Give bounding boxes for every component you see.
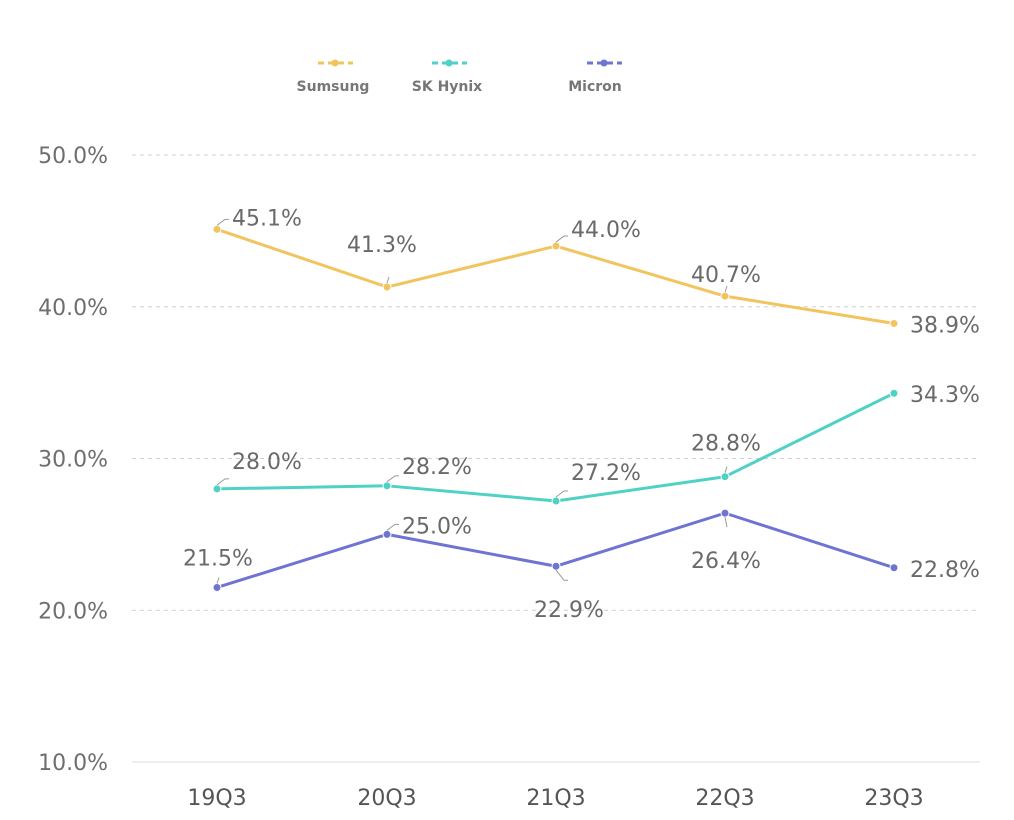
data-point[interactable] bbox=[212, 484, 222, 494]
legend-marker bbox=[600, 59, 608, 67]
y-tick-label: 50.0% bbox=[38, 144, 108, 169]
data-point[interactable] bbox=[720, 291, 730, 301]
data-label: 21.5% bbox=[183, 546, 253, 571]
data-point[interactable] bbox=[212, 582, 222, 592]
grid-layer bbox=[132, 154, 980, 763]
data-label: 28.0% bbox=[232, 450, 302, 475]
data-point[interactable] bbox=[551, 561, 561, 571]
data-point[interactable] bbox=[382, 529, 392, 539]
data-point[interactable] bbox=[382, 282, 392, 292]
data-point[interactable] bbox=[382, 481, 392, 491]
legend[interactable]: Sumsung SK Hynix Micron bbox=[297, 59, 622, 96]
legend-item[interactable]: Micron bbox=[568, 59, 622, 96]
x-tick-label: 20Q3 bbox=[357, 786, 416, 811]
data-label: 38.9% bbox=[910, 313, 980, 338]
data-label: 45.1% bbox=[232, 206, 302, 231]
label-leader bbox=[555, 490, 568, 498]
x-tick-label: 21Q3 bbox=[526, 786, 585, 811]
data-label: 28.2% bbox=[402, 455, 472, 480]
label-leader bbox=[216, 577, 220, 584]
legend-label: SK Hynix bbox=[412, 79, 482, 95]
x-axis: 19Q3 20Q3 21Q3 22Q3 23Q3 bbox=[187, 786, 923, 811]
label-leader bbox=[724, 517, 728, 528]
data-point[interactable] bbox=[889, 563, 899, 573]
data-label: 26.4% bbox=[691, 549, 761, 574]
data-label: 34.3% bbox=[910, 383, 980, 408]
series-line bbox=[216, 511, 895, 589]
data-point[interactable] bbox=[551, 241, 561, 251]
data-label: 28.8% bbox=[691, 432, 761, 457]
y-tick-label: 10.0% bbox=[38, 751, 108, 776]
legend-item[interactable]: Sumsung bbox=[297, 59, 370, 96]
data-point[interactable] bbox=[720, 508, 730, 518]
data-label: 25.0% bbox=[402, 514, 472, 539]
label-leader bbox=[386, 276, 390, 284]
data-point[interactable] bbox=[551, 496, 561, 506]
label-leader bbox=[724, 466, 728, 473]
data-label: 44.0% bbox=[571, 218, 641, 243]
data-point[interactable] bbox=[720, 472, 730, 482]
data-label: 40.7% bbox=[691, 263, 761, 288]
legend-marker bbox=[445, 59, 453, 67]
label-leader bbox=[724, 285, 728, 293]
x-tick-label: 22Q3 bbox=[695, 786, 754, 811]
label-leader bbox=[216, 478, 229, 486]
data-label: 22.9% bbox=[534, 598, 604, 623]
y-tick-label: 30.0% bbox=[38, 448, 108, 473]
legend-label: Sumsung bbox=[297, 79, 370, 95]
data-label: 22.8% bbox=[910, 558, 980, 583]
legend-label: Micron bbox=[568, 79, 622, 95]
x-tick-label: 19Q3 bbox=[187, 786, 246, 811]
data-labels: 45.1% 41.3% 44.0% 40.7% 38.9% 28.0% 28.2% 27.2%… bbox=[183, 206, 980, 623]
data-point[interactable] bbox=[889, 318, 899, 328]
series-layer bbox=[212, 224, 899, 592]
legend-item[interactable]: SK Hynix bbox=[412, 59, 482, 96]
y-axis: 10.0% 20.0% 30.0% 40.0% 50.0% bbox=[38, 144, 108, 776]
legend-marker bbox=[331, 59, 339, 67]
data-point[interactable] bbox=[889, 388, 899, 398]
x-tick-label: 23Q3 bbox=[864, 786, 923, 811]
y-tick-label: 20.0% bbox=[38, 599, 108, 624]
y-tick-label: 40.0% bbox=[38, 296, 108, 321]
data-label: 41.3% bbox=[347, 233, 417, 258]
label-leader bbox=[555, 569, 568, 581]
data-point[interactable] bbox=[212, 224, 222, 234]
label-leader bbox=[555, 235, 568, 243]
label-leader bbox=[386, 475, 399, 483]
data-label: 27.2% bbox=[571, 461, 641, 486]
series-line bbox=[216, 391, 895, 503]
label-leader bbox=[386, 523, 399, 531]
label-leader bbox=[216, 218, 229, 226]
